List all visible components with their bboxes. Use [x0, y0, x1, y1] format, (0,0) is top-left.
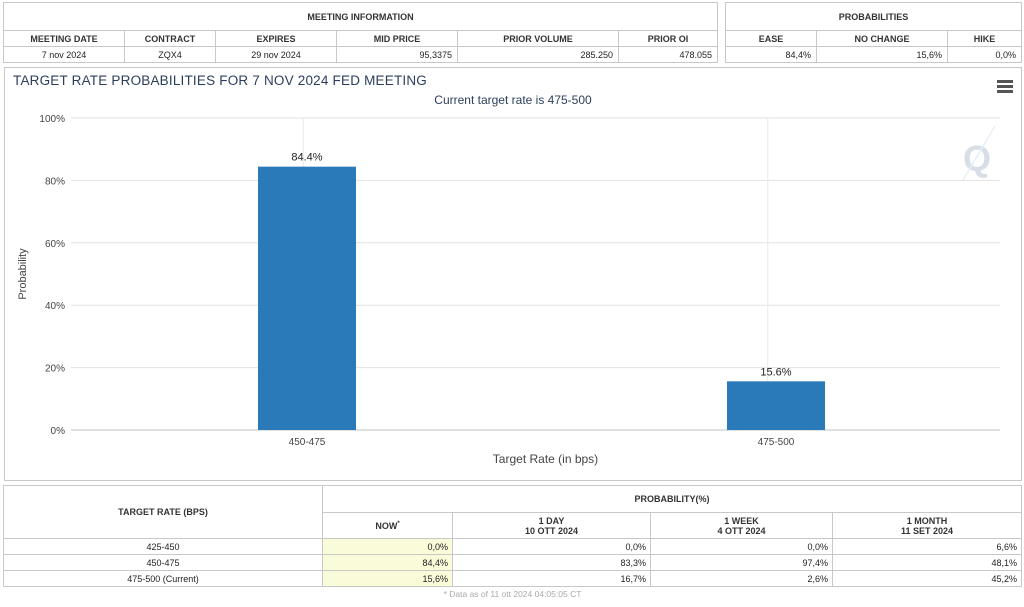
ease-header: EASE: [725, 30, 817, 47]
hike-value: 0,0%: [947, 46, 1022, 63]
meeting-date-value: 7 nov 2024: [3, 46, 125, 63]
target-rate-header: TARGET RATE (BPS): [3, 485, 323, 539]
mid-price-header: MID PRICE: [336, 30, 458, 47]
contract-value: ZQX4: [124, 46, 216, 63]
x-axis-title: Target Rate (in bps): [493, 452, 598, 466]
prior-oi-value: 478.055: [618, 46, 718, 63]
chart-title: TARGET RATE PROBABILITIES FOR 7 NOV 2024…: [13, 73, 427, 88]
target-rate-cell: 450-475: [3, 554, 323, 571]
no-change-value: 15,6%: [816, 46, 948, 63]
contract-header: CONTRACT: [124, 30, 216, 47]
expires-header: EXPIRES: [215, 30, 337, 47]
probability-history-table: TARGET RATE (BPS) PROBABILITY(%) NOW* 1 …: [3, 485, 1022, 601]
table-row: 475-500 (Current) 15,6% 16,7% 2,6% 45,2%: [3, 570, 1022, 587]
ease-value: 84,4%: [725, 46, 817, 63]
data-label: 15.6%: [760, 366, 791, 378]
prior-oi-header: PRIOR OI: [618, 30, 718, 47]
chart-panel: TARGET RATE PROBABILITIES FOR 7 NOV 2024…: [4, 67, 1022, 481]
now-value-cell: 84,4%: [322, 554, 453, 571]
y-axis-title: Probability: [17, 248, 29, 300]
bar-475-500: [727, 381, 825, 430]
x-tick-label: 450-475: [289, 437, 326, 448]
meeting-information-header: MEETING INFORMATION: [3, 2, 718, 31]
table-row: 450-475 84,4% 83,3% 97,4% 48,1%: [3, 554, 1022, 571]
target-rate-cell: 475-500 (Current): [3, 570, 323, 587]
one-week-value-cell: 97,4%: [650, 554, 833, 571]
prior-volume-header: PRIOR VOLUME: [457, 30, 619, 47]
y-tick-label: 100%: [39, 114, 65, 125]
one-week-column-header: 1 WEEK 4 OTT 2024: [650, 512, 833, 539]
y-tick-label: 60%: [45, 239, 65, 250]
one-month-value-cell: 6,6%: [832, 538, 1022, 555]
y-tick-label: 40%: [45, 301, 65, 312]
one-day-value-cell: 16,7%: [452, 570, 651, 587]
expires-value: 29 nov 2024: [215, 46, 337, 63]
chart-subtitle: Current target rate is 475-500: [434, 93, 592, 107]
table-row: 425-450 0,0% 0,0% 0,0% 6,6%: [3, 538, 1022, 555]
x-tick-label: 475-500: [758, 437, 795, 448]
one-day-value-cell: 0,0%: [452, 538, 651, 555]
data-timestamp-footnote: * Data as of 11 ott 2024 04:05:05 CT: [443, 589, 582, 599]
y-tick-label: 0%: [51, 426, 66, 437]
bar-chart: 0% 20% 40% 60% 80% 100% 84.4% 450-475 15.6% 475-…: [17, 114, 1000, 466]
svg-text:Q: Q: [963, 138, 991, 179]
prior-volume-value: 285.250: [457, 46, 619, 63]
probabilities-table: PROBABILITIES EASE NO CHANGE HIKE 84,4% …: [725, 2, 1022, 63]
y-tick-label: 80%: [45, 176, 65, 187]
no-change-header: NO CHANGE: [816, 30, 948, 47]
one-month-column-header: 1 MONTH 11 SET 2024: [832, 512, 1022, 539]
one-month-value-cell: 48,1%: [832, 554, 1022, 571]
data-label: 84.4%: [291, 152, 322, 164]
now-value-cell: 0,0%: [322, 538, 453, 555]
now-value-cell: 15,6%: [322, 570, 453, 587]
y-tick-label: 20%: [45, 364, 65, 375]
bar-450-475: [258, 166, 356, 430]
mid-price-value: 95,3375: [336, 46, 458, 63]
probabilities-header: PROBABILITIES: [725, 2, 1022, 31]
one-week-value-cell: 0,0%: [650, 538, 833, 555]
one-month-value-cell: 45,2%: [832, 570, 1022, 587]
probability-header: PROBABILITY(%): [322, 485, 1022, 513]
q-logo-icon: Q: [962, 125, 996, 181]
now-column-header: NOW*: [322, 512, 453, 539]
one-week-value-cell: 2,6%: [650, 570, 833, 587]
meeting-information-table: MEETING INFORMATION MEETING DATE CONTRAC…: [3, 2, 718, 63]
target-rate-cell: 425-450: [3, 538, 323, 555]
hamburger-menu-icon[interactable]: [997, 80, 1013, 94]
one-day-value-cell: 83,3%: [452, 554, 651, 571]
meeting-date-header: MEETING DATE: [3, 30, 125, 47]
hike-header: HIKE: [947, 30, 1022, 47]
one-day-column-header: 1 DAY 10 OTT 2024: [452, 512, 651, 539]
